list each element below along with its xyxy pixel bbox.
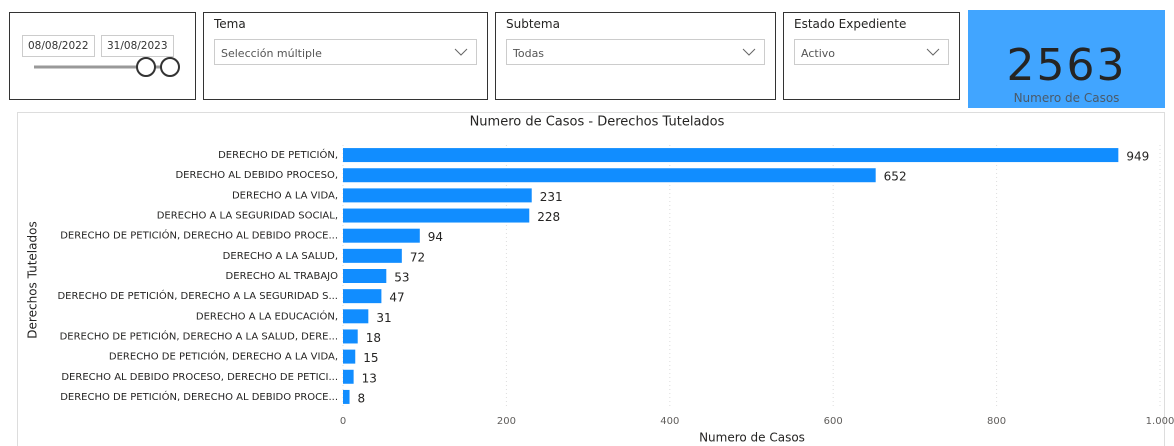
bar bbox=[343, 289, 382, 304]
bar bbox=[343, 369, 354, 384]
subtema-slicer[interactable]: Subtema Todas bbox=[495, 12, 776, 100]
data-label: 47 bbox=[389, 291, 404, 305]
data-label: 8 bbox=[358, 391, 366, 405]
y-tick-label: DERECHO A LA EDUCACIÓN, bbox=[196, 309, 338, 322]
dropdown-value: Selección múltiple bbox=[221, 47, 322, 60]
bar bbox=[343, 309, 369, 324]
x-tick-label: 400 bbox=[660, 416, 679, 427]
data-label: 13 bbox=[362, 371, 377, 385]
bar bbox=[343, 188, 532, 203]
x-tick-label: 600 bbox=[824, 416, 843, 427]
data-label: 53 bbox=[394, 271, 409, 285]
y-tick-label: DERECHO DE PETICIÓN, DERECHO A LA VIDA, bbox=[109, 350, 338, 363]
dropdown[interactable]: Selección múltiple bbox=[214, 39, 477, 65]
end-date[interactable]: 31/08/2023 bbox=[101, 35, 174, 57]
y-tick-label: DERECHO AL TRABAJO bbox=[226, 271, 339, 282]
data-label: 231 bbox=[540, 190, 563, 204]
chart-title: Numero de Casos - Derechos Tutelados bbox=[470, 115, 725, 130]
bar bbox=[343, 248, 402, 263]
bar bbox=[343, 148, 1119, 163]
bar bbox=[343, 329, 358, 344]
bar bbox=[343, 389, 350, 404]
estado-slicer[interactable]: Estado Expediente Activo bbox=[783, 12, 960, 100]
dropdown[interactable]: Activo bbox=[794, 39, 949, 65]
data-label: 228 bbox=[537, 210, 560, 224]
y-tick-label: DERECHO DE PETICIÓN, DERECHO A LA SALUD,… bbox=[60, 329, 338, 342]
y-tick-label: DERECHO A LA SALUD, bbox=[223, 251, 338, 262]
data-label: 949 bbox=[1126, 150, 1149, 164]
y-tick-label: DERECHO AL DEBIDO PROCESO, bbox=[175, 170, 338, 181]
slicer-title: Estado Expediente bbox=[794, 17, 907, 31]
kpi-card: 2563 Numero de Casos bbox=[968, 10, 1165, 108]
data-label: 18 bbox=[366, 331, 381, 345]
x-axis-label: Numero de Casos bbox=[699, 431, 805, 445]
x-tick-label: 800 bbox=[987, 416, 1006, 427]
bar bbox=[343, 168, 876, 183]
y-tick-label: DERECHO AL DEBIDO PROCESO, DERECHO DE PE… bbox=[61, 372, 338, 383]
bar bbox=[343, 349, 356, 364]
kpi-label: Numero de Casos bbox=[1013, 91, 1120, 105]
data-label: 72 bbox=[410, 250, 425, 264]
y-tick-label: DERECHO A LA SEGURIDAD SOCIAL, bbox=[157, 211, 338, 222]
x-tick-label: 0 bbox=[340, 416, 346, 427]
date-slider[interactable] bbox=[10, 13, 197, 101]
kpi-value: 2563 bbox=[1006, 40, 1127, 91]
y-tick-label: DERECHO DE PETICIÓN, DERECHO AL DEBIDO P… bbox=[60, 390, 338, 403]
data-label: 94 bbox=[428, 230, 443, 244]
chart-frame bbox=[17, 112, 1165, 446]
y-tick-label: DERECHO A LA VIDA, bbox=[232, 190, 338, 201]
bar bbox=[343, 208, 530, 223]
dropdown-value: Activo bbox=[801, 47, 835, 60]
y-axis-label: Derechos Tutelados bbox=[26, 221, 40, 338]
slicer-title: Subtema bbox=[506, 17, 560, 31]
dropdown[interactable]: Todas bbox=[506, 39, 765, 65]
bar bbox=[343, 269, 387, 283]
date-slicer[interactable]: 08/08/2022 31/08/2023 bbox=[9, 12, 196, 100]
start-date[interactable]: 08/08/2022 bbox=[22, 35, 95, 57]
data-label: 652 bbox=[884, 170, 907, 184]
y-tick-label: DERECHO DE PETICIÓN, bbox=[218, 148, 338, 161]
x-tick-label: 200 bbox=[497, 416, 516, 427]
y-tick-label: DERECHO DE PETICIÓN, DERECHO A LA SEGURI… bbox=[57, 289, 338, 302]
bar bbox=[343, 228, 420, 243]
y-tick-label: DERECHO DE PETICIÓN, DERECHO AL DEBIDO P… bbox=[60, 229, 338, 242]
data-label: 15 bbox=[363, 351, 378, 365]
dropdown-value: Todas bbox=[513, 47, 545, 60]
slicer-title: Tema bbox=[214, 17, 246, 31]
x-tick-label: 1.000 bbox=[1146, 416, 1174, 427]
data-label: 31 bbox=[376, 311, 391, 325]
tema-slicer[interactable]: Tema Selección múltiple bbox=[203, 12, 488, 100]
